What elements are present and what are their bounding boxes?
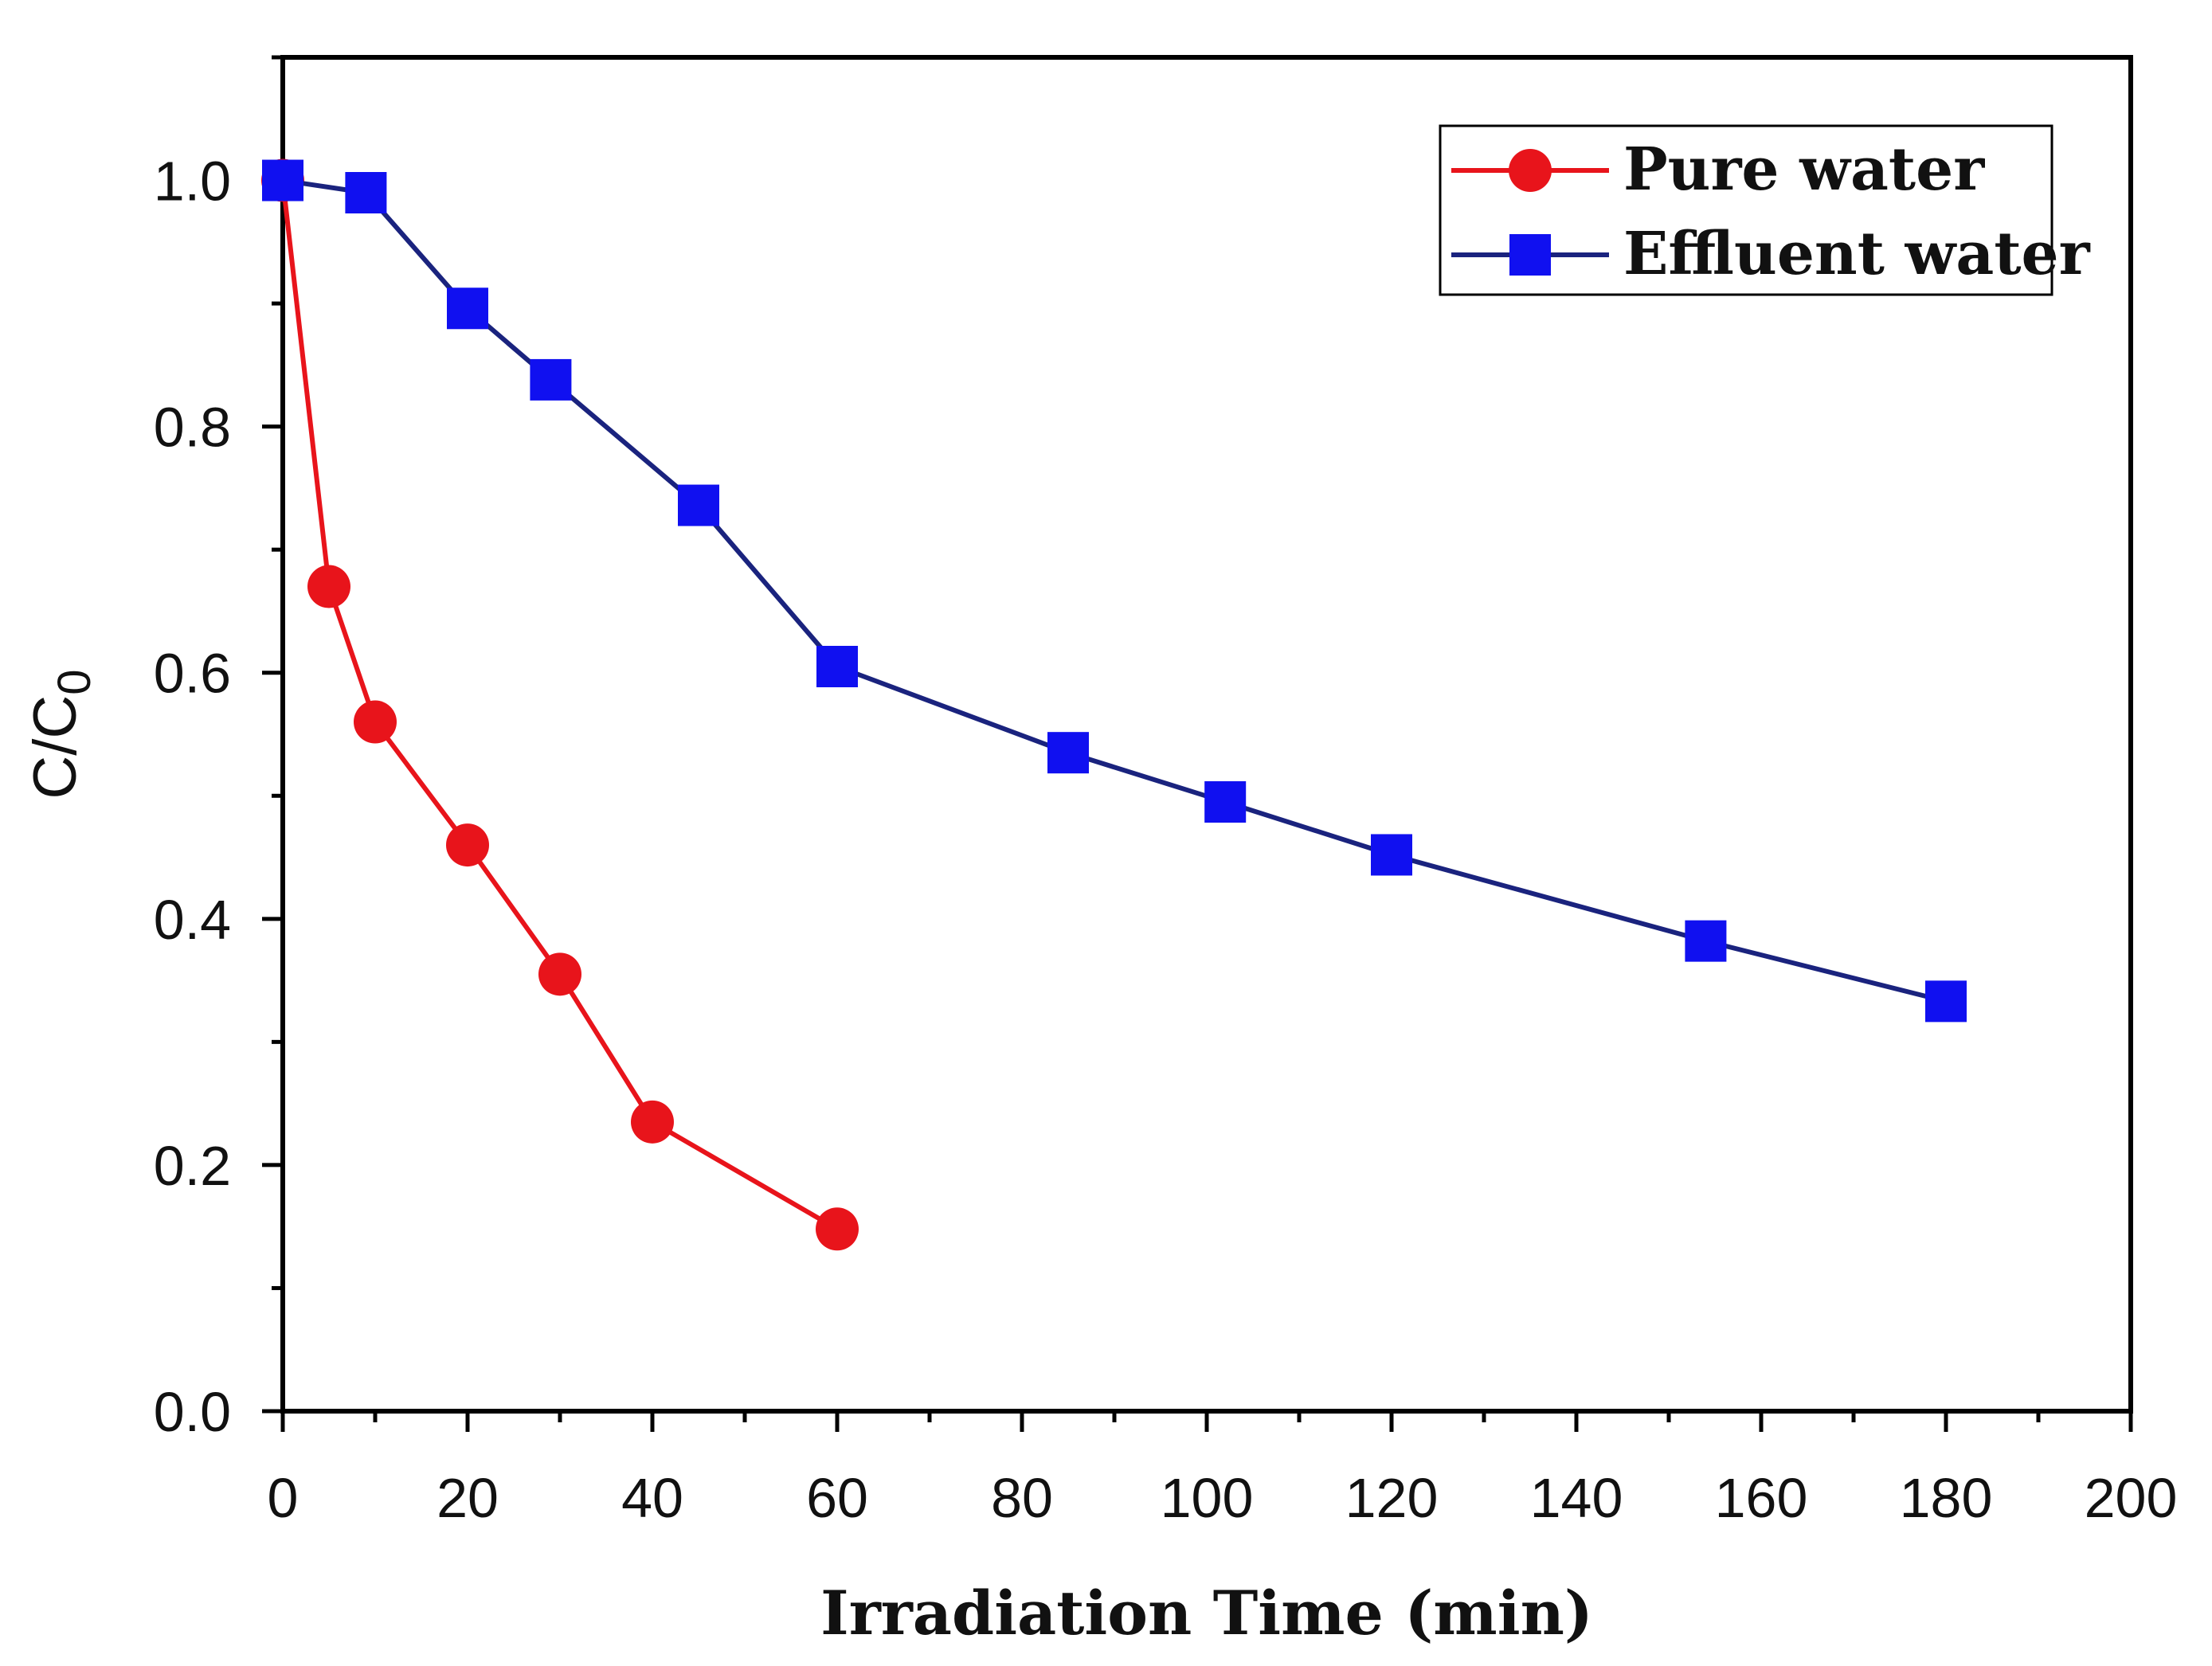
y-tick-label: 0.0 — [154, 1381, 231, 1443]
x-tick-label: 80 — [991, 1467, 1053, 1529]
y-tick-label: 0.8 — [154, 397, 231, 459]
x-tick-label: 160 — [1715, 1467, 1808, 1529]
tick-labels: 0 20 40 60 80 100 120 140 160 180 200 0.0 0.2 0.4 0.6 0… — [154, 151, 2178, 1529]
data-point-pure-water — [307, 565, 350, 608]
y-tick-label: 0.4 — [154, 889, 231, 951]
data-point-pure-water — [354, 700, 397, 744]
data-point-pure-water — [538, 952, 581, 996]
data-point-pure-water — [631, 1100, 674, 1144]
x-axis-title: Irradiation Time (min) — [820, 1578, 1593, 1648]
x-tick-label: 120 — [1345, 1467, 1439, 1529]
data-point-pure-water — [816, 1207, 859, 1251]
data-point-effluent-water — [1371, 834, 1412, 876]
x-tick-label: 60 — [806, 1467, 868, 1529]
axis-ticks — [262, 55, 2133, 1432]
x-tick-label: 100 — [1161, 1467, 1254, 1529]
y-axis-title-main: C/C — [22, 695, 89, 800]
x-tick-label: 20 — [437, 1467, 499, 1529]
x-tick-label: 180 — [1900, 1467, 1993, 1529]
series-line-effluent-water — [282, 178, 1947, 1004]
y-axis-title: C/C0 — [22, 669, 100, 799]
x-tick-label: 140 — [1530, 1467, 1623, 1529]
legend-marker-pure-water — [1509, 149, 1552, 192]
data-point-effluent-water — [678, 484, 719, 526]
y-tick-label: 1.0 — [154, 151, 231, 213]
data-point-effluent-water — [1047, 732, 1089, 774]
data-point-effluent-water — [1685, 920, 1727, 962]
legend-label-pure-water: Pure water — [1623, 135, 1985, 204]
data-point-effluent-water — [1204, 781, 1247, 823]
series-layer — [261, 158, 1967, 1251]
data-point-effluent-water — [262, 159, 303, 201]
y-tick-label: 0.6 — [154, 643, 231, 705]
legend-label-effluent-water: Effluent water — [1623, 220, 2091, 288]
x-tick-label: 0 — [268, 1467, 299, 1529]
x-tick-label: 200 — [2085, 1467, 2178, 1529]
x-tick-label: 40 — [621, 1467, 683, 1529]
y-axis-title-group: C/C0 — [22, 669, 100, 799]
data-point-effluent-water — [345, 172, 387, 213]
y-tick-label: 0.2 — [154, 1135, 231, 1197]
legend-marker-effluent-water — [1509, 234, 1551, 276]
data-point-effluent-water — [447, 287, 488, 330]
data-point-effluent-water — [530, 358, 572, 401]
data-point-pure-water — [446, 823, 489, 867]
legend: Pure water Effluent water — [1439, 124, 2091, 296]
y-axis-title-subscript: 0 — [49, 669, 100, 694]
data-point-effluent-water — [816, 646, 858, 687]
data-point-effluent-water — [1925, 980, 1967, 1023]
